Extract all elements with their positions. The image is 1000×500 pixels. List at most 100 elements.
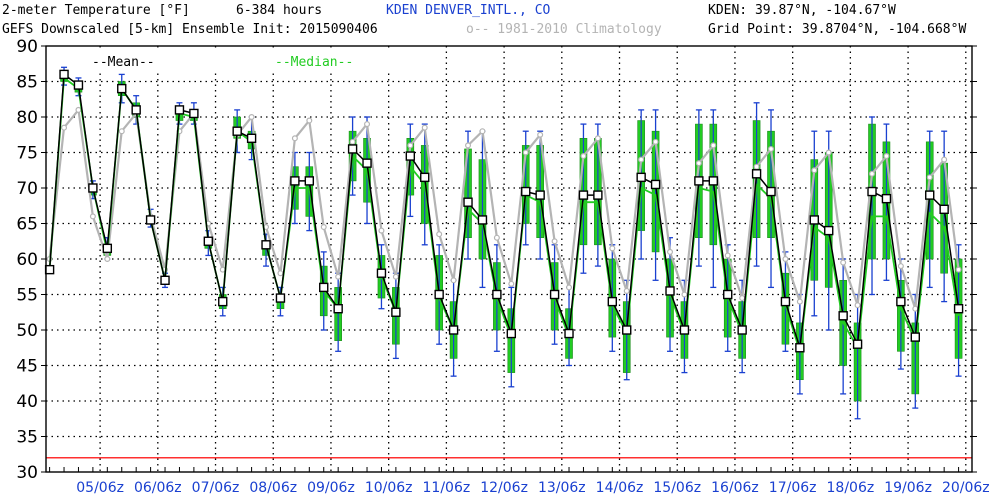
mean-point: [275, 293, 286, 303]
mean-point: [376, 268, 387, 278]
mean-point: [44, 264, 55, 275]
x-tick-label: 05/06z: [76, 480, 124, 496]
mean-point: [665, 286, 675, 296]
climatology-point: [825, 149, 832, 156]
mean-point: [896, 296, 906, 307]
mean-point: [737, 325, 747, 335]
mean-point: [852, 339, 863, 349]
mean-point: [203, 236, 214, 246]
mean-point: [463, 197, 473, 207]
mean-point: [881, 193, 892, 204]
y-tick-label: 45: [16, 357, 38, 377]
mean-point: [766, 186, 776, 197]
mean-point: [333, 304, 343, 314]
climatology-point: [364, 121, 371, 128]
mean-point: [723, 289, 733, 300]
mean-point: [232, 126, 242, 136]
climatology-point: [609, 245, 616, 252]
mean-point: [189, 108, 199, 119]
y-tick-label: 35: [16, 428, 38, 448]
mean-point: [246, 133, 257, 144]
climatology-point: [349, 138, 356, 145]
climatology-point: [522, 149, 529, 156]
climatology-point: [883, 153, 890, 160]
mean-point: [650, 179, 661, 190]
climatology-point: [753, 163, 760, 170]
x-tick-label: 09/06z: [307, 480, 355, 496]
climatology-point: [897, 263, 904, 270]
climatology-point: [61, 124, 68, 131]
x-tick-label: 11/06z: [423, 480, 471, 496]
y-tick-label: 30: [16, 463, 38, 483]
climatology-point: [479, 128, 486, 135]
mean-point: [939, 204, 949, 215]
climatology-point: [493, 234, 500, 241]
climatology-point: [695, 160, 702, 167]
climatology-point: [594, 135, 601, 142]
mean-point: [59, 69, 69, 80]
mean-point: [780, 296, 791, 307]
chart-title: 2-meter Temperature [°F]: [2, 4, 190, 18]
mean-point: [145, 215, 156, 225]
mean-point: [708, 176, 719, 186]
climatology-point: [291, 135, 298, 142]
climatology-point: [508, 280, 515, 287]
climatology-point: [638, 156, 645, 163]
mean-point: [622, 325, 632, 335]
climatology-point: [537, 131, 544, 138]
climatology-point: [926, 174, 933, 181]
mean-point: [824, 225, 834, 236]
mean-point: [838, 311, 848, 321]
x-tick-label: 06/06z: [134, 480, 182, 496]
climatology-line: [48, 108, 960, 310]
line-layer: [44, 69, 964, 353]
legend-mean: --Mean--: [92, 55, 155, 70]
climatology-point: [782, 256, 789, 263]
mean-point: [218, 296, 228, 307]
climatology-point: [681, 291, 688, 298]
mean-point: [679, 325, 690, 335]
climatology-point: [739, 295, 746, 302]
mean-point: [953, 304, 964, 314]
title-text: 2-meter Temperature [°F]: [2, 3, 190, 18]
climatology-point: [378, 227, 385, 234]
climatology-point: [854, 302, 861, 309]
y-tick-label: 50: [16, 321, 38, 341]
climatology-point: [623, 287, 630, 294]
climatology-point: [551, 238, 558, 245]
mean-point: [362, 158, 372, 168]
climatology-point: [75, 106, 82, 113]
climatology-label: o-- 1981-2010 Climatology: [466, 22, 662, 37]
y-tick-label: 80: [16, 108, 38, 128]
y-tick-label: 90: [16, 37, 38, 57]
climatology-point: [306, 117, 313, 124]
x-tick-label: 19/06z: [884, 480, 932, 496]
x-tick-label: 20/06z: [942, 480, 990, 496]
x-tick-label: 16/06z: [711, 480, 759, 496]
mean-point: [751, 169, 762, 179]
station-coords: KDEN: 39.87°N, -104.67°W: [708, 3, 896, 18]
mean-point: [434, 289, 444, 300]
x-tick-label: 18/06z: [827, 480, 875, 496]
climatology-point: [580, 153, 587, 160]
x-tick-label: 12/06z: [480, 480, 528, 496]
climatology-point: [768, 145, 775, 152]
climatology-point: [724, 252, 731, 259]
climatology-point: [566, 284, 573, 291]
mean-point: [420, 172, 430, 183]
mean-point: [347, 144, 358, 154]
mean-point: [477, 215, 488, 225]
climatology-point: [450, 277, 457, 284]
mean-point: [102, 243, 113, 254]
mean-point: [564, 328, 574, 339]
climatology-point: [840, 259, 847, 266]
climatology-point: [89, 213, 96, 220]
mean-point: [304, 176, 315, 186]
mean-point: [391, 307, 401, 317]
climatology-point: [320, 224, 327, 231]
climatology-point: [710, 142, 717, 149]
x-tick-label: 13/06z: [538, 480, 586, 496]
climatology-point: [811, 167, 818, 174]
x-tick-label: 15/06z: [653, 480, 701, 496]
axis-layer: 30 35 40 45 50 55 60 65 70 75 80 85 90 05/06z 06/06z 07…: [16, 37, 989, 496]
